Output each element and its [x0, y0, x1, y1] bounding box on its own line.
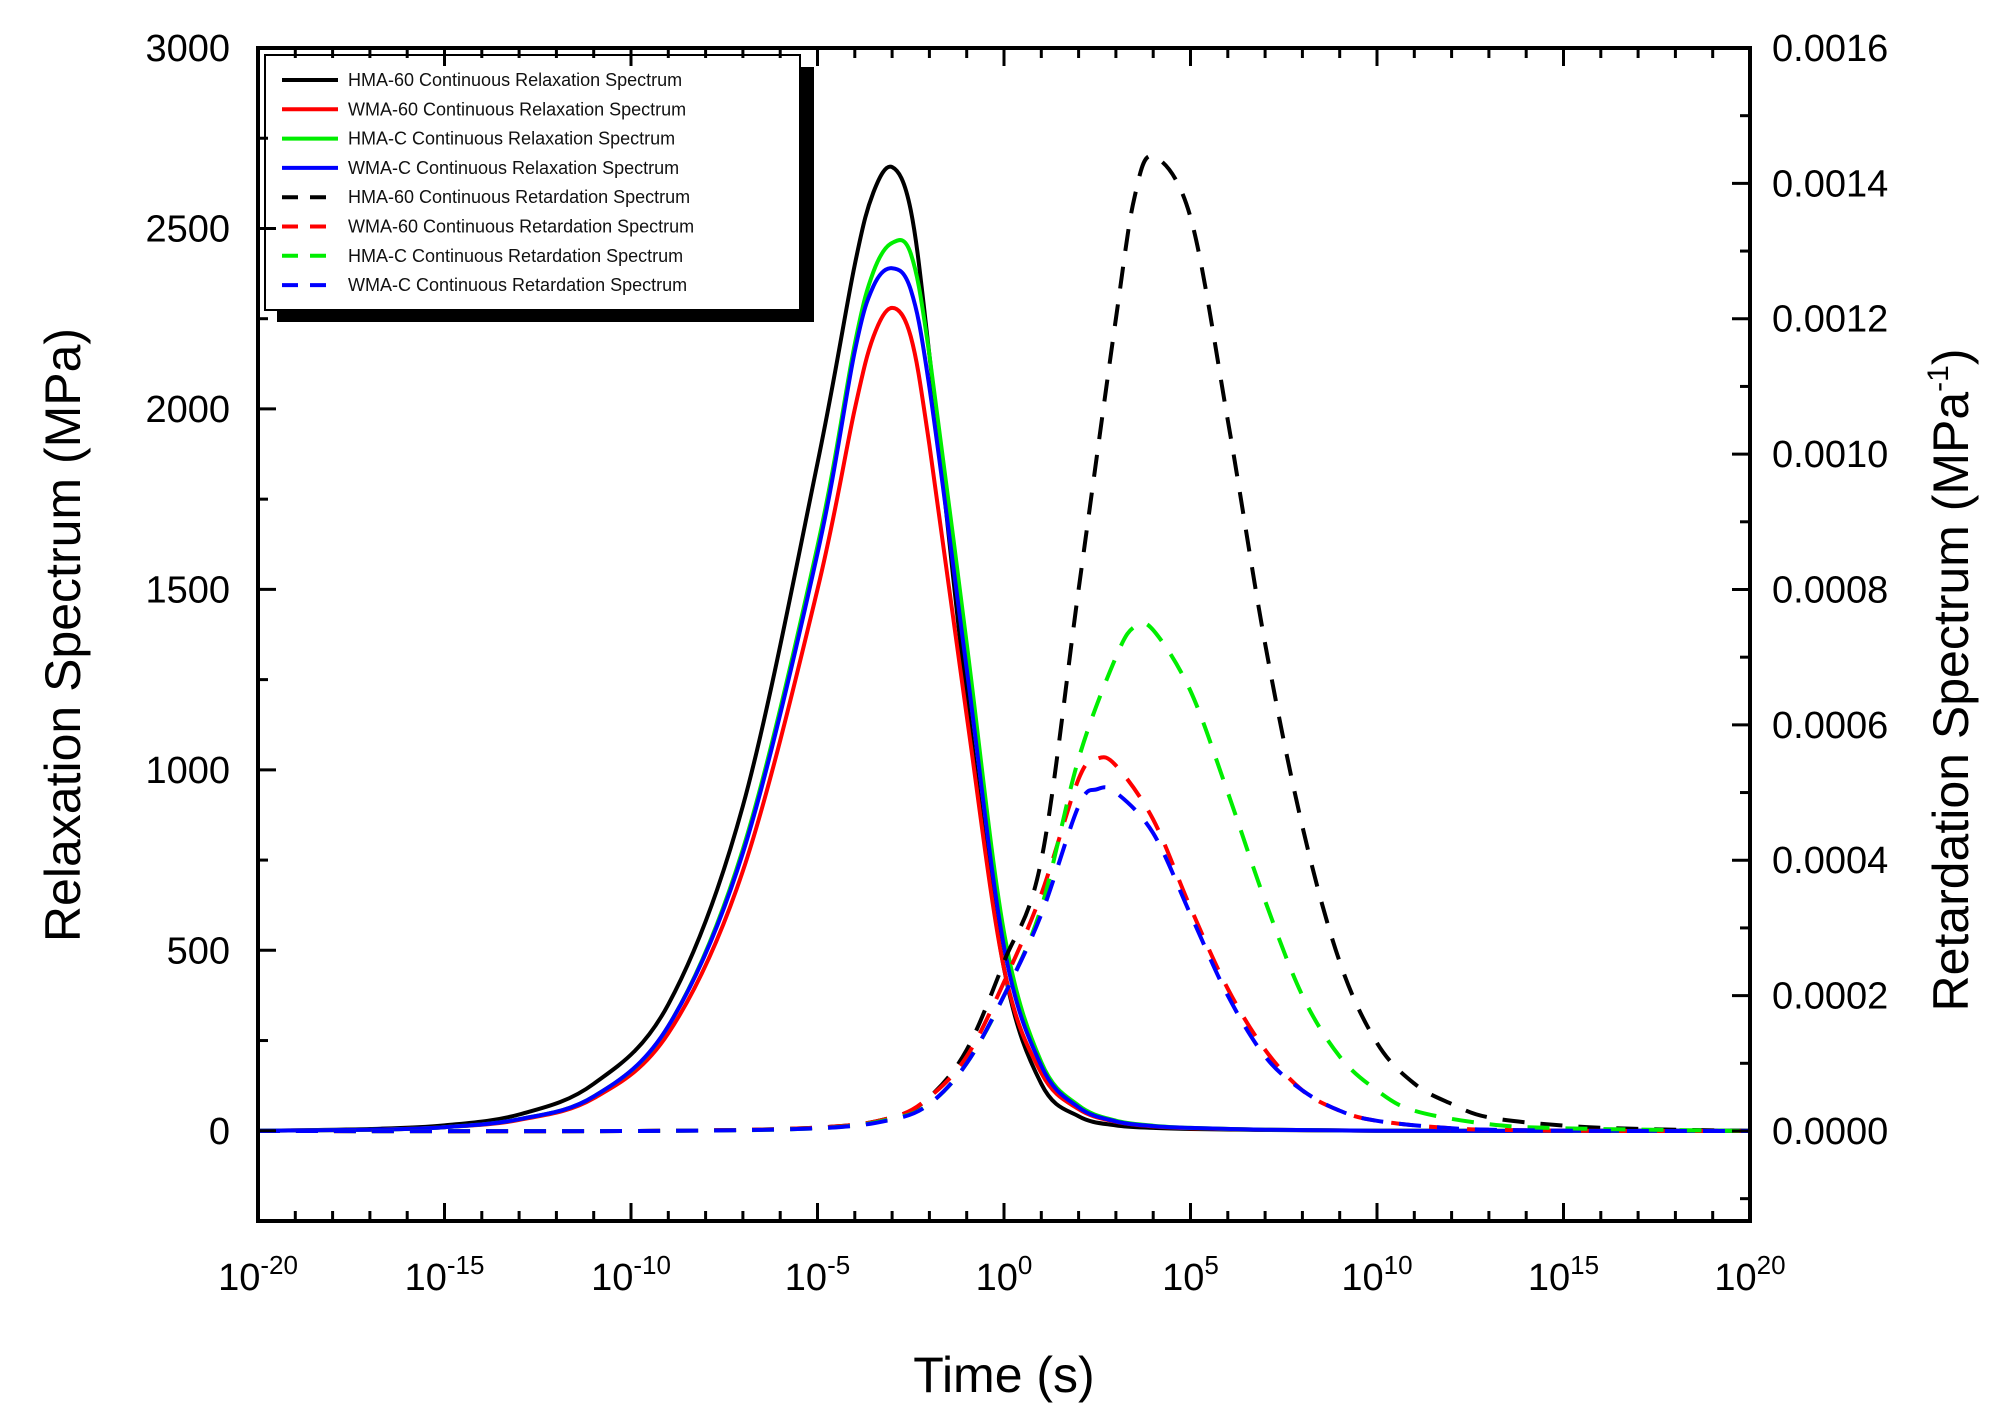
- x-tick-label: 100: [976, 1250, 1033, 1299]
- x-tick-label-exp: 5: [1204, 1250, 1218, 1280]
- legend-label-1: HMA-60 Continuous Relaxation Spectrum: [348, 70, 682, 90]
- left-y-tick-label: 2000: [145, 389, 230, 431]
- axis-ticks: [256, 46, 1752, 1223]
- x-tick-label: 10-5: [785, 1250, 850, 1299]
- x-tick-label-exp: -10: [633, 1250, 671, 1280]
- x-tick-label-base: 10: [1528, 1257, 1570, 1299]
- x-tick-label-exp: -15: [447, 1250, 485, 1280]
- x-tick-label-exp: -20: [260, 1250, 298, 1280]
- x-tick-label-base: 10: [218, 1257, 260, 1299]
- left-y-tick-label: 1500: [145, 569, 230, 611]
- right-y-tick-label: 0.0016: [1772, 28, 1888, 70]
- left-y-axis-title: Relaxation Spectrum (MPa): [35, 328, 91, 942]
- series-line-4: [257, 266, 1750, 1133]
- series-line-7: [257, 620, 1751, 1134]
- right-y-tick-label: 0.0008: [1772, 569, 1888, 611]
- legend-label-3: HMA-C Continuous Relaxation Spectrum: [348, 129, 675, 149]
- x-tick-label-base: 10: [1341, 1257, 1383, 1299]
- legend-label-2: WMA-60 Continuous Relaxation Spectrum: [348, 99, 686, 119]
- left-y-tick-label: 500: [167, 930, 230, 972]
- x-tick-label-base: 10: [1714, 1257, 1756, 1299]
- x-tick-label: 10-10: [591, 1250, 671, 1299]
- x-tick-label: 1015: [1528, 1250, 1599, 1299]
- x-axis-title: Time (s): [913, 1347, 1094, 1403]
- left-y-tick-label: 2500: [145, 208, 230, 250]
- right-y-tick-label: 0.0012: [1772, 299, 1888, 341]
- legend-label-6: WMA-60 Continuous Retardation Spectrum: [348, 217, 694, 237]
- series-line-6: [257, 755, 1751, 1134]
- x-tick-label-base: 10: [1162, 1257, 1204, 1299]
- right-y-axis-title-sup: -1: [1922, 365, 1955, 392]
- x-tick-label-exp: 0: [1018, 1250, 1032, 1280]
- legend-label-8: WMA-C Continuous Retardation Spectrum: [348, 275, 687, 295]
- right-y-tick-label: 0.0002: [1772, 976, 1888, 1018]
- x-tick-label: 10-20: [218, 1250, 298, 1299]
- legend-label-7: HMA-C Continuous Retardation Spectrum: [348, 246, 683, 266]
- legend-box: [264, 54, 801, 311]
- x-tick-label-exp: 10: [1384, 1250, 1413, 1280]
- x-tick-label-exp: -5: [827, 1250, 850, 1280]
- legend-label-5: HMA-60 Continuous Retardation Spectrum: [348, 187, 690, 207]
- right-y-tick-label: 0.0014: [1772, 163, 1888, 205]
- right-y-tick-label: 0.0010: [1772, 434, 1888, 476]
- left-y-tick-label: 3000: [145, 28, 230, 70]
- right-y-axis-title: Retardation Spectrum (MPa-1): [1922, 348, 1979, 1011]
- right-y-tick-label: 0.0000: [1772, 1111, 1888, 1153]
- legend-label-4: WMA-C Continuous Relaxation Spectrum: [348, 158, 679, 178]
- x-tick-label-base: 10: [591, 1257, 633, 1299]
- x-tick-label-exp: 20: [1757, 1250, 1786, 1280]
- right-y-axis-title-close: ): [1923, 348, 1979, 365]
- left-y-tick-label: 1000: [145, 750, 230, 792]
- x-tick-label-base: 10: [785, 1257, 827, 1299]
- x-tick-label: 1020: [1714, 1250, 1785, 1299]
- x-tick-label-exp: 15: [1570, 1250, 1599, 1280]
- right-y-tick-label: 0.0004: [1772, 840, 1888, 882]
- series-line-8: [257, 785, 1751, 1134]
- axis-tick-labels: 10-20 10-15 10-10 10-5 100 105 1010 1015 1020050…: [145, 28, 1888, 1299]
- right-y-tick-label: 0.0006: [1772, 705, 1888, 747]
- x-tick-label: 10-15: [405, 1250, 485, 1299]
- legend: HMA-60 Continuous Relaxation Spectrum WMA…: [282, 70, 694, 295]
- x-tick-label-base: 10: [976, 1257, 1018, 1299]
- x-tick-label: 1010: [1341, 1250, 1412, 1299]
- x-tick-label-base: 10: [405, 1257, 447, 1299]
- x-tick-label: 105: [1162, 1250, 1219, 1299]
- left-y-tick-label: 0: [209, 1111, 230, 1153]
- series-curves: [257, 153, 1751, 1134]
- right-y-axis-title-base: Retardation Spectrum (MPa: [1923, 392, 1979, 1012]
